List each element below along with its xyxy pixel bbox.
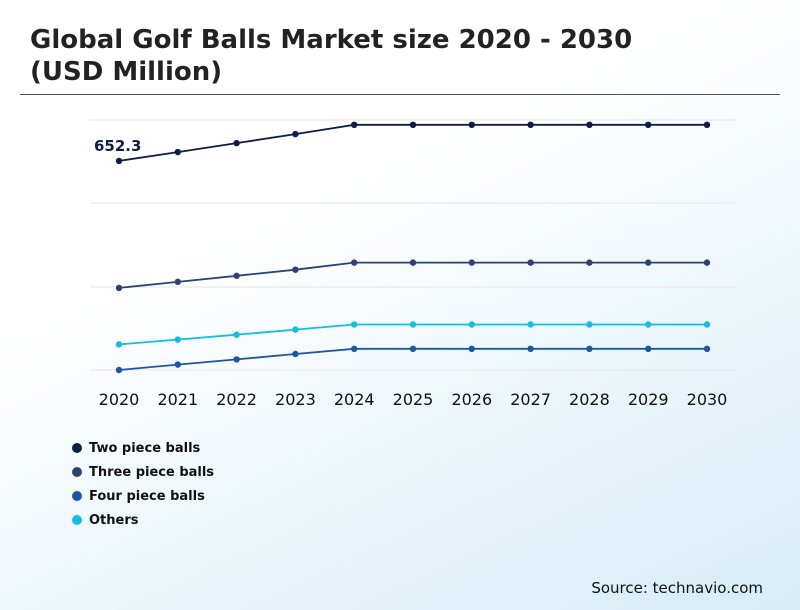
data-point-3-8 bbox=[586, 321, 593, 328]
data-point-1-0 bbox=[115, 284, 123, 292]
data-point-2-0 bbox=[115, 366, 123, 374]
legend-item-0: Two piece balls bbox=[72, 436, 214, 460]
data-point-3-6 bbox=[468, 321, 475, 328]
data-point-1-7 bbox=[527, 259, 534, 266]
legend-swatch-1 bbox=[72, 467, 82, 477]
legend-label-3: Others bbox=[89, 512, 139, 528]
data-point-0-8 bbox=[586, 121, 593, 129]
x-tick-label-6: 2026 bbox=[451, 390, 492, 409]
data-point-2-10 bbox=[703, 345, 711, 353]
chart-legend: Two piece balls Three piece balls Four pie… bbox=[72, 436, 214, 532]
x-tick-label-0: 2020 bbox=[99, 390, 140, 409]
page-title: Global Golf Balls Market size 2020 - 203… bbox=[30, 25, 633, 87]
data-point-2-3 bbox=[292, 350, 299, 358]
legend-label-0: Two piece balls bbox=[89, 440, 201, 456]
data-point-0-7 bbox=[527, 121, 534, 129]
data-point-1-2 bbox=[233, 272, 240, 279]
data-point-0-6 bbox=[468, 121, 475, 129]
x-tick-label-8: 2028 bbox=[569, 390, 610, 409]
data-point-2-7 bbox=[527, 345, 534, 353]
legend-swatch-3 bbox=[72, 515, 82, 525]
data-point-1-9 bbox=[645, 259, 652, 266]
data-point-0-10 bbox=[703, 121, 711, 129]
data-point-0-3 bbox=[292, 130, 299, 138]
data-point-2-8 bbox=[586, 345, 593, 353]
legend-item-2: Four piece balls bbox=[72, 484, 214, 508]
x-tick-label-4: 2024 bbox=[334, 390, 375, 409]
legend-swatch-0 bbox=[72, 443, 82, 453]
x-tick-label-2: 2022 bbox=[216, 390, 257, 409]
data-point-1-10 bbox=[703, 259, 711, 266]
data-point-3-10 bbox=[703, 321, 711, 328]
data-point-2-2 bbox=[233, 356, 240, 363]
data-point-0-9 bbox=[645, 121, 652, 129]
legend-label-2: Four piece balls bbox=[89, 488, 205, 504]
data-point-2-1 bbox=[174, 361, 181, 368]
data-point-1-3 bbox=[292, 266, 299, 273]
x-tick-label-5: 2025 bbox=[393, 390, 434, 409]
legend-item-1: Three piece balls bbox=[72, 460, 214, 484]
data-point-3-9 bbox=[645, 321, 652, 328]
title-divider bbox=[20, 94, 780, 95]
data-point-0-5 bbox=[409, 121, 417, 129]
data-label-0: 652.3 bbox=[94, 137, 141, 155]
x-tick-label-1: 2021 bbox=[157, 390, 198, 409]
data-point-2-9 bbox=[645, 345, 652, 353]
data-point-3-2 bbox=[233, 331, 240, 338]
series-line-0 bbox=[118, 123, 707, 162]
data-point-0-2 bbox=[233, 139, 240, 147]
legend-item-3: Others bbox=[72, 508, 214, 532]
x-tick-label-9: 2029 bbox=[628, 390, 669, 409]
data-point-1-5 bbox=[409, 259, 417, 266]
data-point-3-0 bbox=[115, 341, 123, 348]
data-point-2-6 bbox=[468, 345, 475, 353]
legend-swatch-2 bbox=[72, 491, 82, 501]
legend-label-1: Three piece balls bbox=[89, 464, 215, 480]
data-point-2-4 bbox=[351, 345, 358, 353]
data-point-3-3 bbox=[292, 326, 299, 333]
data-point-3-4 bbox=[351, 321, 358, 328]
x-tick-label-3: 2023 bbox=[275, 390, 316, 409]
x-tick-label-7: 2027 bbox=[510, 390, 551, 409]
data-point-1-1 bbox=[174, 278, 181, 286]
data-point-3-7 bbox=[527, 321, 534, 328]
data-point-0-4 bbox=[351, 121, 358, 129]
data-point-1-4 bbox=[351, 259, 358, 266]
data-point-1-8 bbox=[586, 259, 593, 266]
data-point-2-5 bbox=[409, 345, 417, 353]
data-point-1-6 bbox=[468, 259, 475, 266]
series-line-1 bbox=[118, 261, 707, 289]
source-note: Source: technavio.com bbox=[591, 579, 763, 597]
data-point-3-5 bbox=[409, 321, 417, 328]
x-tick-label-10: 2030 bbox=[687, 390, 728, 409]
data-point-0-0 bbox=[115, 157, 123, 165]
data-point-0-1 bbox=[174, 148, 181, 156]
data-point-3-1 bbox=[174, 336, 181, 343]
